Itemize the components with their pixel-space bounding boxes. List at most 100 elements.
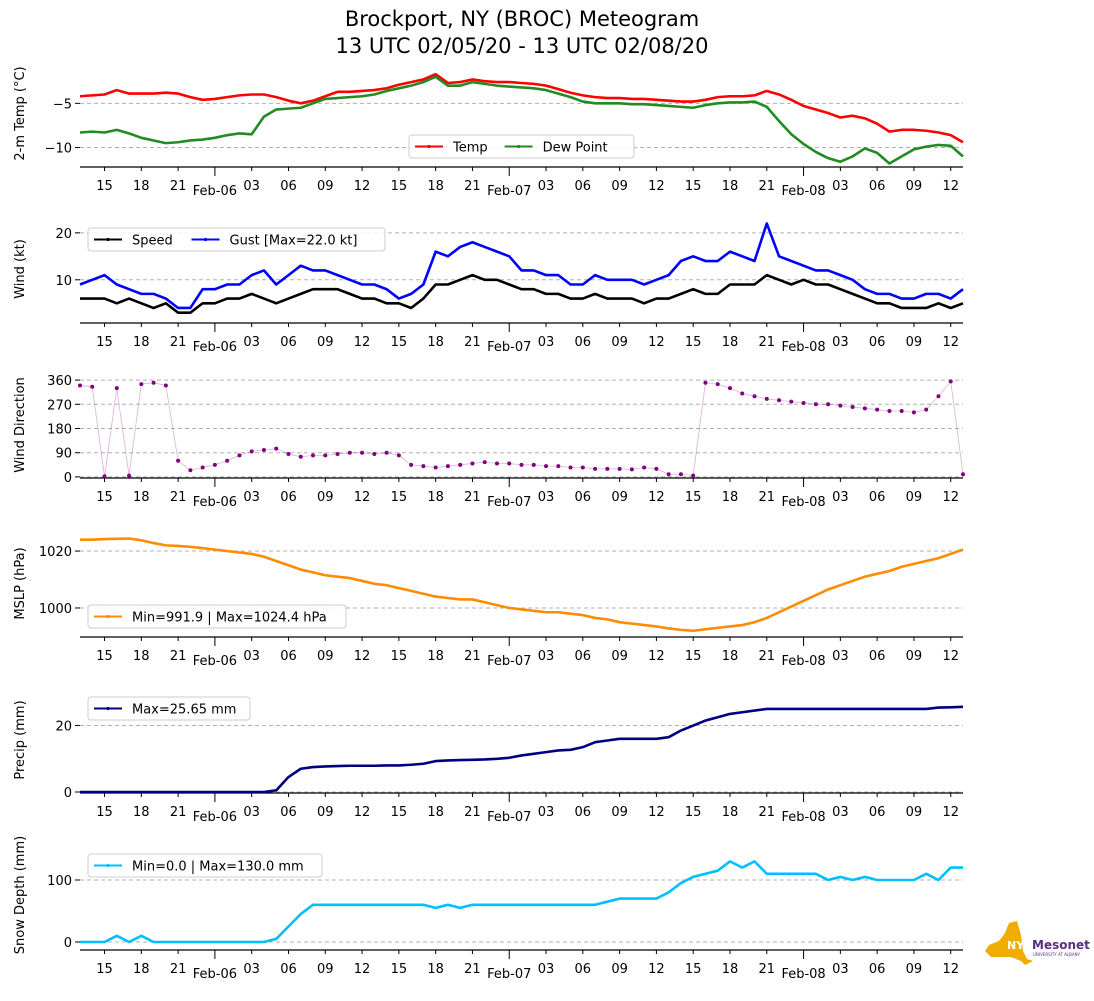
x-minor-tick-label: 06 xyxy=(575,335,592,350)
y-axis-label: Precip (mm) xyxy=(13,700,28,779)
legend-marker xyxy=(517,144,521,149)
x-minor-tick-label: 18 xyxy=(427,805,444,820)
title-line-1: Brockport, NY (BROC) Meteogram xyxy=(344,7,700,31)
x-minor-tick-label: 09 xyxy=(611,179,628,194)
x-minor-tick-label: 15 xyxy=(391,649,408,664)
y-tick-label: 1020 xyxy=(39,545,72,560)
x-minor-tick-label: 12 xyxy=(648,335,665,350)
x-minor-tick-label: 09 xyxy=(611,805,628,820)
x-minor-tick-label: 12 xyxy=(354,805,371,820)
x-minor-tick-label: 03 xyxy=(243,490,260,505)
x-minor-tick-label: 03 xyxy=(832,962,849,977)
x-minor-tick-label: 09 xyxy=(906,335,923,350)
data-point xyxy=(605,466,610,471)
x-minor-tick-label: 18 xyxy=(133,335,150,350)
data-point xyxy=(752,394,757,399)
x-minor-tick-label: 18 xyxy=(427,335,444,350)
y-tick-label: −10 xyxy=(45,142,72,157)
legend: Min=991.9 | Max=1024.4 hPa xyxy=(87,604,347,629)
y-tick-label: 100 xyxy=(47,874,72,889)
data-point xyxy=(899,409,904,414)
x-minor-tick-label: 06 xyxy=(280,649,297,664)
x-minor-tick-label: 06 xyxy=(869,335,886,350)
x-minor-tick-label: 21 xyxy=(759,805,776,820)
y-tick-label: 20 xyxy=(55,227,72,242)
x-minor-tick-label: 09 xyxy=(317,490,334,505)
x-major-tick-label: Feb-07 xyxy=(487,967,531,982)
x-minor-tick-label: 21 xyxy=(170,805,187,820)
chart-title: Brockport, NY (BROC) Meteogram 13 UTC 02… xyxy=(0,6,1044,60)
x-minor-tick-label: 06 xyxy=(280,490,297,505)
data-point xyxy=(458,462,463,467)
panel-wind: 10 20 Wind (kt) 15 18 21 Feb-06 03 06 09 12 15 18 21 F… xyxy=(13,222,964,355)
y-axis-label: Snow Depth (mm) xyxy=(13,836,28,954)
data-point xyxy=(826,402,831,407)
data-point xyxy=(409,462,414,467)
data-point xyxy=(494,461,499,466)
legend-marker xyxy=(106,614,110,619)
y-tick-label: 270 xyxy=(47,398,72,413)
x-minor-tick-label: 03 xyxy=(832,805,849,820)
legend: Speed Gust [Max=22.0 kt] xyxy=(87,227,386,252)
data-point xyxy=(703,380,708,385)
data-point xyxy=(961,472,965,477)
panel-precip: 0 20 Precip (mm) 15 18 21 Feb-06 03 06 09 12 15 18 21… xyxy=(13,696,964,825)
x-minor-tick-label: 12 xyxy=(354,335,371,350)
x-minor-tick-label: 12 xyxy=(942,805,959,820)
x-minor-tick-label: 09 xyxy=(317,962,334,977)
x-minor-tick-label: 03 xyxy=(832,649,849,664)
data-point xyxy=(261,448,266,453)
legend-label: Min=991.9 | Max=1024.4 hPa xyxy=(132,611,327,626)
data-point xyxy=(666,472,671,477)
data-point xyxy=(862,406,867,411)
x-minor-tick-label: 15 xyxy=(391,335,408,350)
y-tick-label: 90 xyxy=(55,447,72,462)
series-line-min=991.9 xyxy=(80,537,964,633)
x-minor-tick-label: 06 xyxy=(575,490,592,505)
x-minor-tick-label: 12 xyxy=(942,335,959,350)
x-minor-tick-label: 21 xyxy=(464,335,481,350)
x-minor-tick-label: 18 xyxy=(133,962,150,977)
x-minor-tick-label: 12 xyxy=(648,179,665,194)
x-minor-tick-label: 15 xyxy=(391,805,408,820)
data-point xyxy=(507,461,512,466)
x-minor-tick-label: 06 xyxy=(575,805,592,820)
x-minor-tick-label: 15 xyxy=(96,805,113,820)
x-minor-tick-label: 21 xyxy=(170,490,187,505)
x-major-tick-label: Feb-06 xyxy=(193,495,237,510)
x-minor-tick-label: 18 xyxy=(427,649,444,664)
x-minor-tick-label: 18 xyxy=(722,179,739,194)
x-minor-tick-label: 03 xyxy=(832,179,849,194)
x-minor-tick-label: 15 xyxy=(391,490,408,505)
data-point xyxy=(568,465,573,470)
legend-box xyxy=(87,696,251,721)
x-major-tick-label: Feb-07 xyxy=(487,654,531,669)
data-point xyxy=(727,386,732,391)
x-minor-tick-label: 15 xyxy=(96,962,113,977)
x-minor-tick-label: 18 xyxy=(722,335,739,350)
logo-university: UNIVERSITY AT ALBANY xyxy=(1033,952,1081,957)
x-minor-tick-label: 12 xyxy=(354,490,371,505)
x-minor-tick-label: 21 xyxy=(170,649,187,664)
data-point xyxy=(850,404,855,409)
x-major-tick-label: Feb-08 xyxy=(781,654,825,669)
x-minor-tick-label: 18 xyxy=(427,962,444,977)
x-minor-tick-label: 06 xyxy=(575,962,592,977)
x-minor-tick-label: 12 xyxy=(648,649,665,664)
x-minor-tick-label: 09 xyxy=(611,962,628,977)
data-point xyxy=(777,398,782,403)
x-major-tick-label: Feb-08 xyxy=(781,184,825,199)
data-point xyxy=(298,454,303,459)
x-major-tick-label: Feb-07 xyxy=(487,184,531,199)
x-major-tick-label: Feb-08 xyxy=(781,810,825,825)
legend-marker xyxy=(203,237,208,242)
data-point xyxy=(237,453,242,458)
x-major-tick-label: Feb-07 xyxy=(487,810,531,825)
x-minor-tick-label: 18 xyxy=(722,649,739,664)
data-point xyxy=(335,452,340,457)
data-point xyxy=(789,399,794,404)
x-minor-tick-label: 12 xyxy=(942,179,959,194)
logo-mesonet: Mesonet xyxy=(1032,938,1090,952)
data-point xyxy=(163,383,168,388)
